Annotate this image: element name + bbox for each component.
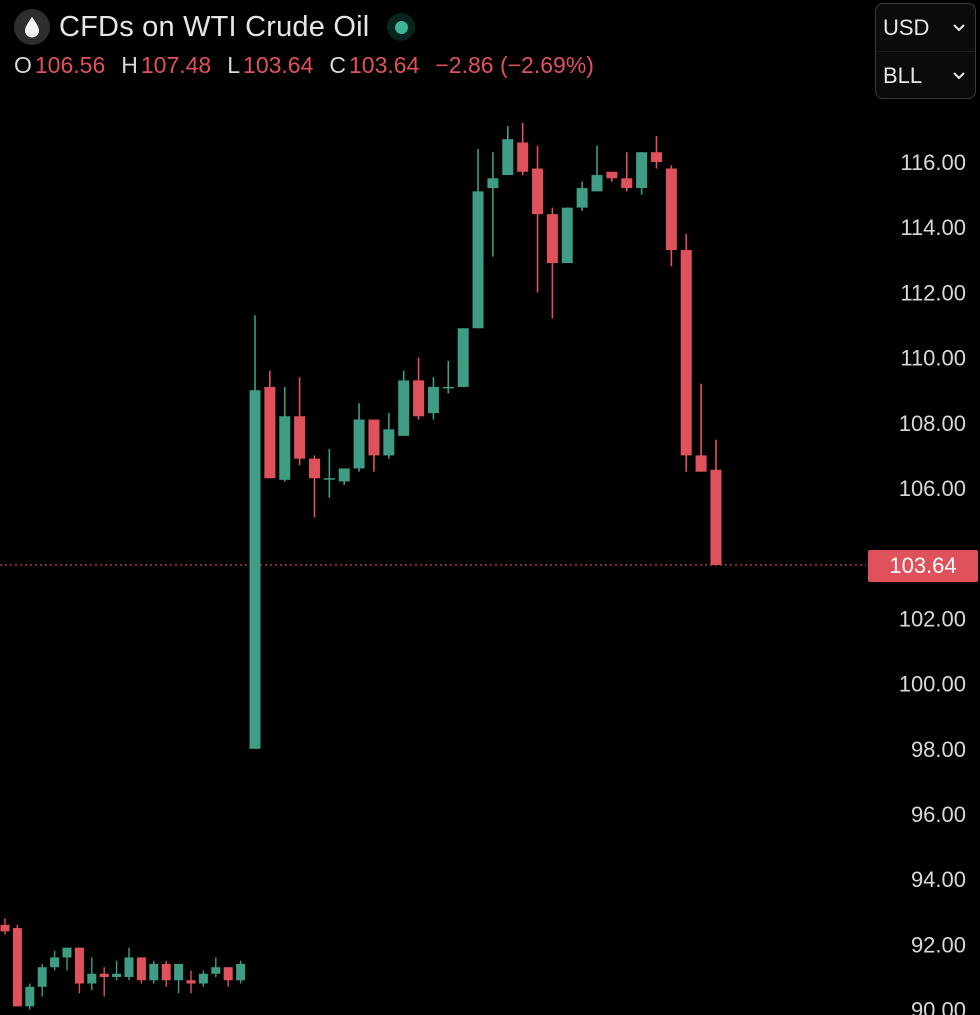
mini-candle-body bbox=[74, 947, 84, 984]
y-axis-tick-label: 106.00 bbox=[899, 476, 966, 501]
mini-candle-body bbox=[136, 957, 146, 981]
mini-candle-body bbox=[50, 957, 60, 968]
market-status-dot-icon bbox=[387, 13, 416, 41]
mini-candle-body bbox=[112, 973, 122, 977]
mini-candle-body bbox=[223, 967, 233, 981]
candle-body bbox=[294, 416, 306, 459]
candle-body bbox=[606, 171, 618, 179]
chevron-down-icon bbox=[953, 24, 965, 32]
mini-candle-body bbox=[0, 924, 10, 932]
candle-body bbox=[502, 139, 514, 176]
mini-candle-body bbox=[124, 957, 134, 977]
candle-body bbox=[353, 419, 365, 469]
candle-body bbox=[308, 458, 320, 479]
candle-body bbox=[323, 478, 335, 480]
ohlc-high-value: 107.48 bbox=[140, 52, 212, 78]
candle-body bbox=[368, 419, 380, 456]
title-row: CFDs on WTI Crude Oil bbox=[14, 6, 860, 48]
unit-select[interactable]: BLL bbox=[876, 51, 975, 99]
currency-select[interactable]: USD bbox=[876, 4, 975, 51]
ohlc-high-label: H bbox=[121, 52, 138, 78]
ohlc-open-label: O bbox=[14, 52, 32, 78]
candle-body bbox=[487, 178, 499, 189]
currency-value: USD bbox=[883, 14, 930, 40]
mini-candle-body bbox=[12, 928, 22, 1007]
mini-candle-body bbox=[37, 967, 47, 987]
candle-body bbox=[457, 328, 469, 387]
ohlc-open-value: 106.56 bbox=[34, 52, 106, 78]
candle-body bbox=[338, 468, 350, 482]
candle-body bbox=[398, 380, 410, 436]
y-axis-tick-label: 112.00 bbox=[900, 280, 966, 305]
y-axis-tick-label: 110.00 bbox=[900, 346, 966, 371]
mini-candle-body bbox=[174, 963, 184, 981]
candle-body bbox=[383, 429, 395, 456]
y-axis-tick-label: 92.00 bbox=[911, 932, 966, 957]
candle-body bbox=[636, 152, 648, 189]
mini-candle-body bbox=[25, 986, 35, 1007]
ohlc-close-label: C bbox=[329, 52, 347, 78]
candle-body bbox=[710, 469, 722, 565]
y-axis-tick-label: 114.00 bbox=[900, 215, 966, 240]
candle-body bbox=[472, 191, 484, 329]
candle-body bbox=[532, 168, 544, 215]
candle-body bbox=[517, 142, 529, 172]
candle-body bbox=[264, 386, 276, 479]
candle-body bbox=[650, 152, 662, 162]
mini-candle-body bbox=[62, 947, 72, 958]
ohlc-change: −2.86 (−2.69%) bbox=[435, 52, 594, 78]
ohlc-close: C 103.64 bbox=[329, 52, 419, 79]
y-axis-tick-label: 90.00 bbox=[911, 998, 966, 1015]
oil-drop-icon bbox=[14, 9, 50, 45]
ohlc-legend: O 106.56 H 107.48 L 103.64 C 103.64 −2.86 (−… bbox=[14, 52, 860, 79]
candle-body bbox=[413, 380, 425, 417]
unit-value: BLL bbox=[883, 62, 923, 88]
ohlc-high: H 107.48 bbox=[121, 52, 211, 79]
y-axis-tick-label: 96.00 bbox=[911, 802, 966, 827]
ohlc-low-label: L bbox=[227, 52, 241, 78]
candle-body bbox=[695, 455, 707, 472]
y-axis-tick-label: 94.00 bbox=[911, 867, 966, 892]
mini-candle-body bbox=[149, 963, 159, 981]
unit-selectors: USD BLL bbox=[875, 3, 976, 99]
ohlc-open: O 106.56 bbox=[14, 52, 105, 79]
candle-body bbox=[442, 386, 454, 389]
candle-body bbox=[576, 188, 588, 208]
ohlc-low: L 103.64 bbox=[227, 52, 313, 79]
candle-body bbox=[665, 168, 677, 251]
candle-body bbox=[546, 214, 558, 264]
candle-body bbox=[561, 207, 573, 264]
chevron-down-icon bbox=[953, 72, 965, 80]
y-axis-tick-label: 102.00 bbox=[899, 606, 966, 631]
mini-candle-body bbox=[211, 967, 221, 974]
candle-body bbox=[680, 250, 692, 456]
mini-candle-body bbox=[236, 963, 246, 981]
last-price-label: 103.64 bbox=[868, 550, 978, 582]
mini-candle-body bbox=[198, 973, 208, 984]
candle-body bbox=[279, 416, 291, 480]
ohlc-close-value: 103.64 bbox=[349, 52, 420, 78]
ohlc-low-value: 103.64 bbox=[243, 52, 314, 78]
symbol-title[interactable]: CFDs on WTI Crude Oil bbox=[59, 10, 370, 43]
candle-body bbox=[591, 175, 603, 192]
y-axis-tick-label: 100.00 bbox=[899, 672, 966, 697]
mini-candle-body bbox=[186, 980, 196, 984]
mini-candle-body bbox=[87, 973, 97, 984]
candle-body bbox=[427, 386, 439, 414]
mini-candle-body bbox=[99, 973, 109, 977]
mini-candle-body bbox=[161, 963, 171, 981]
candle-body bbox=[621, 178, 633, 189]
candle-body bbox=[249, 390, 261, 749]
y-axis-tick-label: 116.00 bbox=[900, 150, 966, 175]
y-axis-tick-label: 108.00 bbox=[899, 411, 966, 436]
y-axis-tick-label: 98.00 bbox=[911, 737, 966, 762]
